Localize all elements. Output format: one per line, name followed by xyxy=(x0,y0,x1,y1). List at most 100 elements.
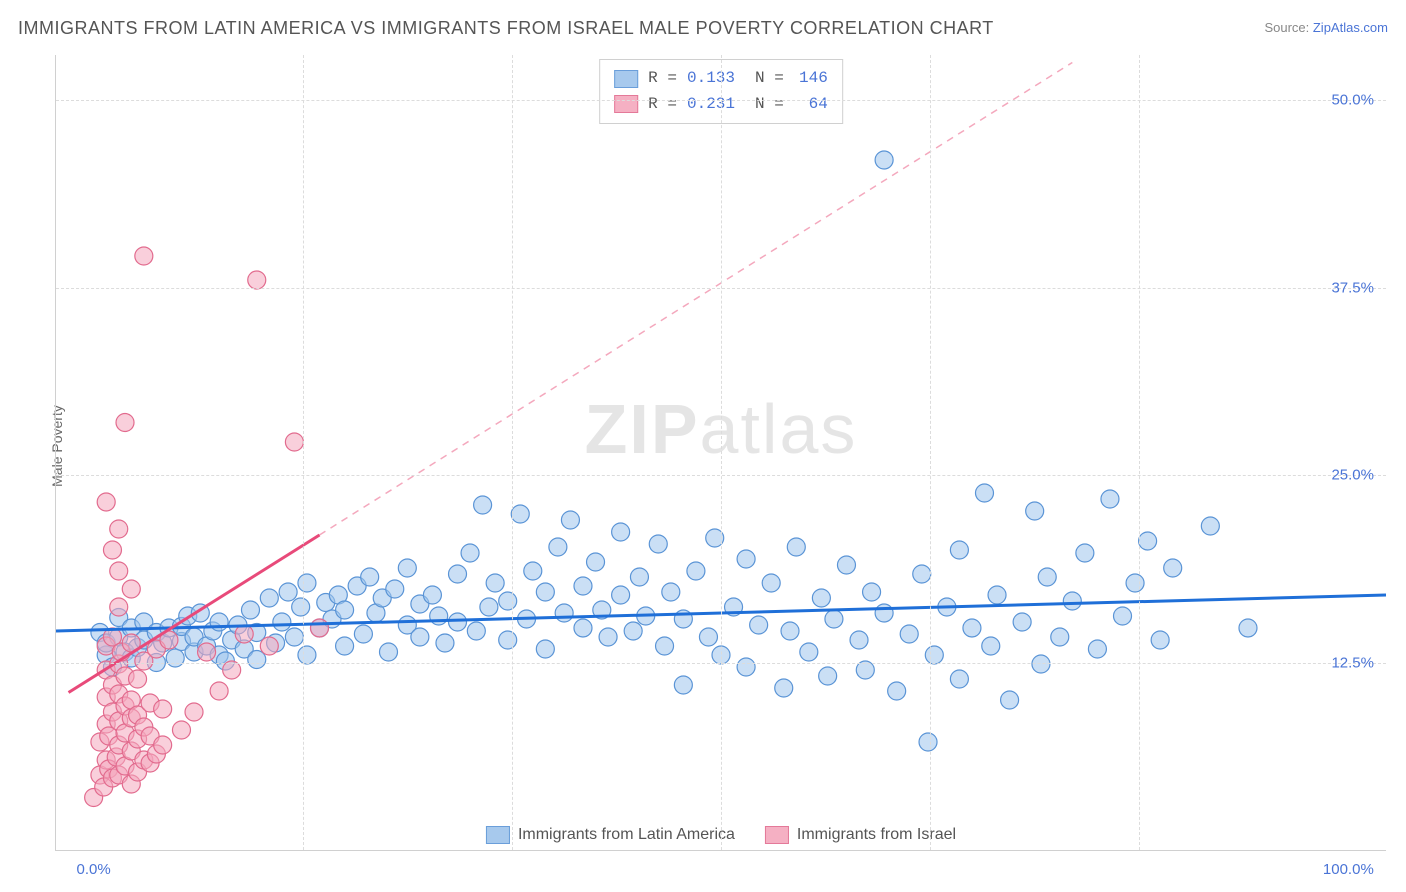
data-point xyxy=(461,544,479,562)
data-point xyxy=(1114,607,1132,625)
x-tick-label: 0.0% xyxy=(77,861,111,878)
source-attribution: Source: ZipAtlas.com xyxy=(1264,20,1388,35)
data-point xyxy=(800,643,818,661)
data-point xyxy=(292,598,310,616)
data-point xyxy=(561,511,579,529)
data-point xyxy=(825,610,843,628)
data-point xyxy=(863,583,881,601)
data-point xyxy=(154,736,172,754)
r-label: R = xyxy=(648,92,677,118)
gridline-v xyxy=(512,55,513,850)
data-point xyxy=(486,574,504,592)
data-point xyxy=(630,568,648,586)
n-value: 64 xyxy=(794,92,828,118)
data-point xyxy=(436,634,454,652)
chart-title: IMMIGRANTS FROM LATIN AMERICA VS IMMIGRA… xyxy=(18,18,994,39)
data-point xyxy=(1063,592,1081,610)
data-point xyxy=(241,601,259,619)
data-point xyxy=(354,625,372,643)
data-point xyxy=(555,604,573,622)
data-point xyxy=(110,598,128,616)
data-point xyxy=(925,646,943,664)
data-point xyxy=(1013,613,1031,631)
data-point xyxy=(499,631,517,649)
data-point xyxy=(775,679,793,697)
data-point xyxy=(975,484,993,502)
data-point xyxy=(298,574,316,592)
data-point xyxy=(248,271,266,289)
data-point xyxy=(574,577,592,595)
data-point xyxy=(235,625,253,643)
data-point xyxy=(612,586,630,604)
data-point xyxy=(361,568,379,586)
data-point xyxy=(411,628,429,646)
data-point xyxy=(336,637,354,655)
data-point xyxy=(875,604,893,622)
data-point xyxy=(549,538,567,556)
data-point xyxy=(154,700,172,718)
gridline-v xyxy=(930,55,931,850)
data-point xyxy=(612,523,630,541)
data-point xyxy=(172,721,190,739)
data-point xyxy=(185,703,203,721)
data-point xyxy=(819,667,837,685)
data-point xyxy=(1151,631,1169,649)
data-point xyxy=(850,631,868,649)
r-label: R = xyxy=(648,66,677,92)
data-point xyxy=(536,583,554,601)
gridline-v xyxy=(1139,55,1140,850)
legend-label: Immigrants from Israel xyxy=(797,826,956,844)
data-point xyxy=(750,616,768,634)
data-point xyxy=(737,550,755,568)
n-label: N = xyxy=(755,66,784,92)
data-point xyxy=(298,646,316,664)
data-point xyxy=(166,649,184,667)
n-label: N = xyxy=(755,92,784,118)
data-point xyxy=(398,559,416,577)
source-link[interactable]: ZipAtlas.com xyxy=(1313,20,1388,35)
data-point xyxy=(103,541,121,559)
data-point xyxy=(474,496,492,514)
data-point xyxy=(1051,628,1069,646)
data-point xyxy=(285,433,303,451)
data-point xyxy=(260,589,278,607)
legend-swatch xyxy=(614,70,638,88)
data-point xyxy=(210,613,228,631)
data-point xyxy=(279,583,297,601)
data-point xyxy=(336,601,354,619)
y-tick-label: 12.5% xyxy=(1331,654,1374,671)
data-point xyxy=(110,520,128,538)
data-point xyxy=(1001,691,1019,709)
legend-item: Immigrants from Latin America xyxy=(486,826,735,844)
data-point xyxy=(110,562,128,580)
data-point xyxy=(1201,517,1219,535)
data-point xyxy=(135,247,153,265)
data-point xyxy=(116,414,134,432)
data-point xyxy=(511,505,529,523)
data-point xyxy=(587,553,605,571)
data-point xyxy=(210,682,228,700)
data-point xyxy=(449,565,467,583)
data-point xyxy=(122,580,140,598)
data-point xyxy=(649,535,667,553)
data-point xyxy=(273,613,291,631)
r-value: 0.133 xyxy=(687,66,735,92)
data-point xyxy=(386,580,404,598)
data-point xyxy=(762,574,780,592)
data-point xyxy=(380,643,398,661)
r-value: 0.231 xyxy=(687,92,735,118)
data-point xyxy=(260,637,278,655)
data-point xyxy=(310,619,328,637)
data-point xyxy=(656,637,674,655)
data-point xyxy=(1076,544,1094,562)
data-point xyxy=(737,658,755,676)
data-point xyxy=(913,565,931,583)
data-point xyxy=(1038,568,1056,586)
data-point xyxy=(467,622,485,640)
data-point xyxy=(480,598,498,616)
y-tick-label: 37.5% xyxy=(1331,279,1374,296)
source-label: Source: xyxy=(1264,20,1312,35)
data-point xyxy=(982,637,1000,655)
data-point xyxy=(888,682,906,700)
chart-plot-area: ZIPatlas R =0.133N =146R =0.231N =64 Imm… xyxy=(55,55,1386,851)
